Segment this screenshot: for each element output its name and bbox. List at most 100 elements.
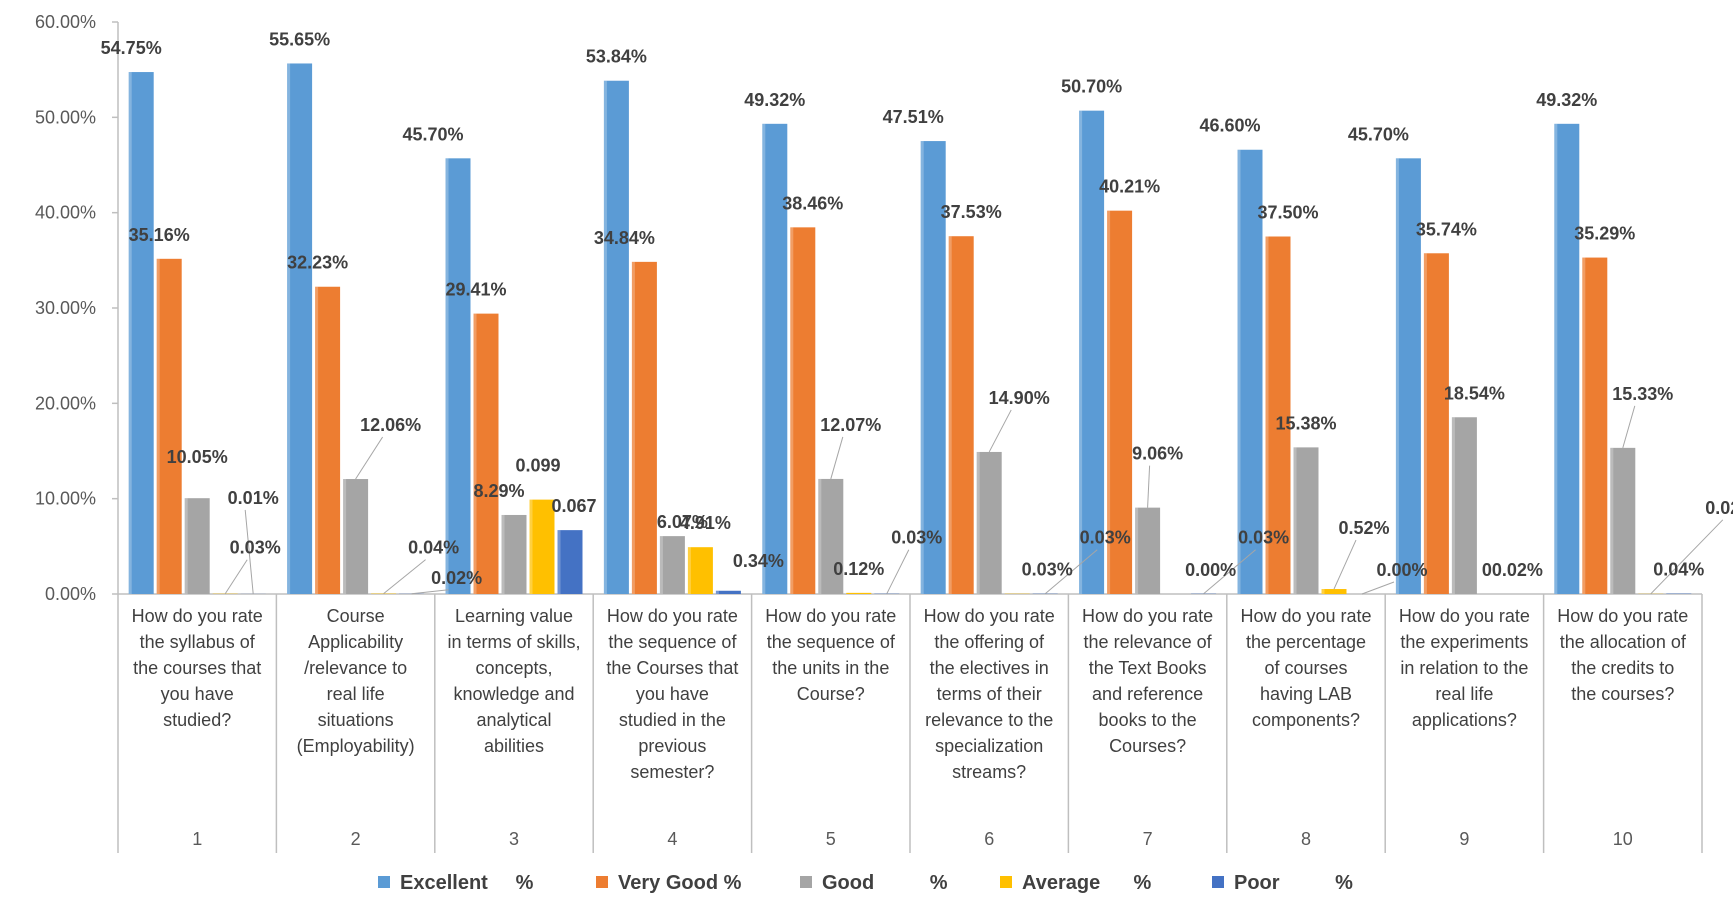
data-label-average: 4.91% — [680, 513, 731, 533]
category-label-line: the Courses that — [606, 658, 738, 678]
bar-highlight — [920, 141, 924, 594]
category-label-line: the credits to — [1571, 658, 1674, 678]
label-leader-line — [1044, 549, 1098, 595]
bar-excellent — [287, 63, 313, 595]
category-label-line: concepts, — [475, 658, 552, 678]
legend-label-good: Good % — [822, 872, 948, 894]
category-label-line: having LAB — [1260, 684, 1352, 704]
category-label-line: the percentage — [1246, 632, 1366, 652]
y-tick-label: 40.00% — [35, 203, 96, 223]
category-label-line: studied? — [163, 710, 231, 730]
label-leader-line — [1650, 519, 1724, 595]
y-tick-label: 30.00% — [35, 298, 96, 318]
category-label-line: the syllabus of — [140, 632, 256, 652]
bar-highlight — [1135, 507, 1139, 594]
bar-highlight — [948, 236, 952, 595]
bar-highlight — [1395, 158, 1399, 594]
data-label-good: 15.33% — [1612, 384, 1673, 404]
category-label-line: (Employability) — [297, 736, 415, 756]
category-label-line: the courses that — [133, 658, 261, 678]
category-label-line: the units in the — [772, 658, 889, 678]
category-label-line: the allocation of — [1560, 632, 1687, 652]
data-label-poor: 0.03% — [891, 528, 942, 548]
bar-highlight — [790, 227, 794, 594]
data-label-poor: 0.03% — [1080, 528, 1131, 548]
data-label-good: 15.38% — [1275, 413, 1336, 433]
bar-highlight — [976, 451, 980, 594]
bar-very-good — [948, 236, 974, 595]
category-label-line: you have — [636, 684, 709, 704]
category-label-line: the courses? — [1571, 684, 1674, 704]
bar-good — [1135, 507, 1161, 594]
label-leader-line — [886, 549, 910, 594]
category-label-line: the electives in — [930, 658, 1049, 678]
data-labels: 54.75% 55.65% 45.70% 53.84% 49.32% 47.51% 50.7… — [101, 29, 1733, 587]
category-number: 4 — [667, 829, 677, 849]
data-label-very-good: 32.23% — [287, 253, 348, 273]
bar-highlight — [473, 313, 477, 594]
bar-highlight — [1554, 123, 1558, 594]
bar-average — [529, 499, 555, 594]
bar-highlight — [501, 514, 505, 594]
bar-excellent — [128, 72, 154, 595]
bar-very-good — [790, 227, 816, 594]
label-leader-line — [355, 436, 384, 480]
data-label-excellent: 50.70% — [1061, 77, 1122, 97]
bar-good — [818, 478, 844, 594]
y-tick-label: 60.00% — [35, 12, 96, 32]
bar-good — [501, 514, 527, 594]
data-label-excellent: 45.70% — [1348, 124, 1409, 144]
label-leader-line — [988, 409, 1012, 453]
bar-very-good — [1107, 210, 1133, 594]
data-label-average: 0.03% — [230, 538, 281, 558]
data-label-good: 12.06% — [360, 415, 421, 435]
bar-very-good — [473, 313, 499, 594]
bar-good — [343, 479, 369, 594]
data-label-average: 0.00% — [1185, 560, 1236, 580]
bar-highlight — [287, 63, 291, 595]
category-labels: How do you rate the syllabus of the course… — [132, 606, 1689, 849]
data-label-excellent: 47.51% — [883, 107, 944, 127]
category-number: 2 — [351, 829, 361, 849]
legend-label-poor: Poor % — [1234, 872, 1353, 894]
bar-very-good — [315, 286, 341, 594]
bar-highlight — [818, 478, 822, 594]
y-tick-label: 10.00% — [35, 489, 96, 509]
data-label-excellent: 55.65% — [269, 29, 330, 49]
category-label-line: components? — [1252, 710, 1360, 730]
category-label-line: the sequence of — [767, 632, 896, 652]
bar-highlight — [659, 536, 663, 594]
bar-very-good — [631, 261, 657, 594]
category-label-line: Applicability — [308, 632, 403, 652]
data-label-average: 0.03% — [1022, 560, 1073, 580]
bar-excellent — [1237, 149, 1263, 594]
data-label-very-good: 37.53% — [941, 202, 1002, 222]
bar-highlight — [343, 479, 347, 594]
bar-poor — [557, 530, 583, 594]
category-label-line: streams? — [952, 762, 1026, 782]
legend-label-excellent: Excellent % — [400, 872, 534, 894]
data-label-poor: 0.067 — [551, 496, 596, 516]
label-leader-line — [830, 436, 844, 480]
bar-poor — [715, 590, 741, 594]
category-label-line: specialization — [935, 736, 1043, 756]
bar-highlight — [1079, 110, 1083, 594]
category-label-line: the experiments — [1400, 632, 1528, 652]
category-label-line: books to the — [1099, 710, 1197, 730]
data-label-poor: 0.01% — [228, 488, 279, 508]
data-label-average: 0.12% — [833, 559, 884, 579]
bar-highlight — [1451, 417, 1455, 594]
bar-good — [184, 498, 210, 594]
y-tick-label: 20.00% — [35, 393, 96, 413]
label-leader-line — [244, 509, 254, 594]
data-label-excellent: 49.32% — [744, 90, 805, 110]
bar-very-good — [156, 258, 182, 594]
data-label-poor: 0.00% — [1376, 560, 1427, 580]
category-label-line: How do you rate — [607, 606, 738, 626]
bar-average — [846, 592, 872, 594]
category-label-line: the sequence of — [608, 632, 737, 652]
bar-highlight — [1293, 447, 1297, 594]
category-label-line: applications? — [1412, 710, 1517, 730]
category-label-line: abilities — [484, 736, 544, 756]
